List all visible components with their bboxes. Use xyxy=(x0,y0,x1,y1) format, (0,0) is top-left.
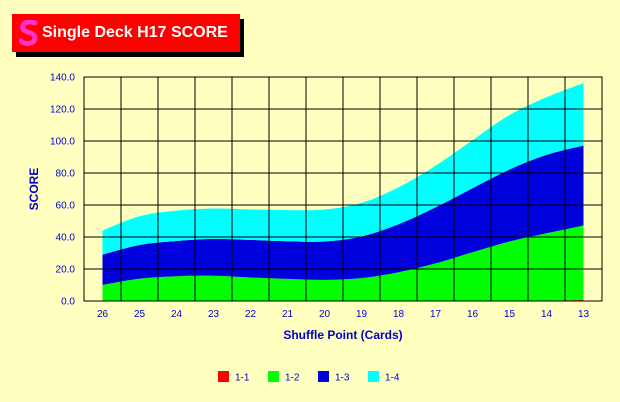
legend-label: 1-1 xyxy=(235,373,250,384)
legend-swatch-1-1 xyxy=(218,371,229,382)
x-tick-label: 19 xyxy=(356,309,368,320)
x-tick-label: 21 xyxy=(282,309,294,320)
chart-title: Single Deck H17 SCORE xyxy=(42,24,228,41)
area-series-1-3 xyxy=(102,145,584,285)
y-tick-label: 0.0 xyxy=(61,297,75,308)
title-banner: Single Deck H17 SCORE xyxy=(12,14,240,52)
x-tick-label: 16 xyxy=(467,309,479,320)
area-series-1-2 xyxy=(102,225,584,302)
legend-swatch-1-4 xyxy=(368,371,379,382)
y-tick-label: 120.0 xyxy=(50,105,75,116)
x-tick-label: 20 xyxy=(319,309,331,320)
y-tick-label: 20.0 xyxy=(56,265,76,276)
x-tick-label: 13 xyxy=(578,309,590,320)
x-tick-label: 22 xyxy=(245,309,257,320)
x-tick-label: 14 xyxy=(541,309,553,320)
legend-label: 1-4 xyxy=(385,373,400,384)
y-tick-label: 100.0 xyxy=(50,137,75,148)
area-series-1-4 xyxy=(102,83,584,255)
legend-swatch-1-2 xyxy=(268,371,279,382)
y-tick-label: 40.0 xyxy=(56,233,76,244)
plot-frame xyxy=(83,76,603,302)
legend-label: 1-2 xyxy=(285,373,300,384)
x-tick-label: 17 xyxy=(430,309,442,320)
x-tick-labels: 26 25 24 23 22 21 20 19 18 17 16 15 14 13 xyxy=(97,309,590,320)
y-axis-label: SCORE xyxy=(27,168,41,211)
y-tick-labels: 0.0 20.0 40.0 60.0 80.0 100.0 120.0 140.0 xyxy=(50,73,75,308)
legend-swatch-1-3 xyxy=(318,371,329,382)
x-tick-label: 24 xyxy=(171,309,183,320)
y-tick-label: 60.0 xyxy=(56,201,76,212)
y-tick-label: 140.0 xyxy=(50,73,75,84)
logo-icon xyxy=(19,20,38,46)
grid-lines xyxy=(83,76,603,302)
x-tick-label: 15 xyxy=(504,309,516,320)
legend: 1-1 1-2 1-3 1-4 xyxy=(218,371,400,384)
y-tick-label: 80.0 xyxy=(56,169,76,180)
x-tick-label: 26 xyxy=(97,309,109,320)
legend-label: 1-3 xyxy=(335,373,350,384)
x-tick-label: 18 xyxy=(393,309,405,320)
x-axis-label: Shuffle Point (Cards) xyxy=(283,328,402,342)
x-tick-label: 25 xyxy=(134,309,146,320)
x-tick-label: 23 xyxy=(208,309,220,320)
